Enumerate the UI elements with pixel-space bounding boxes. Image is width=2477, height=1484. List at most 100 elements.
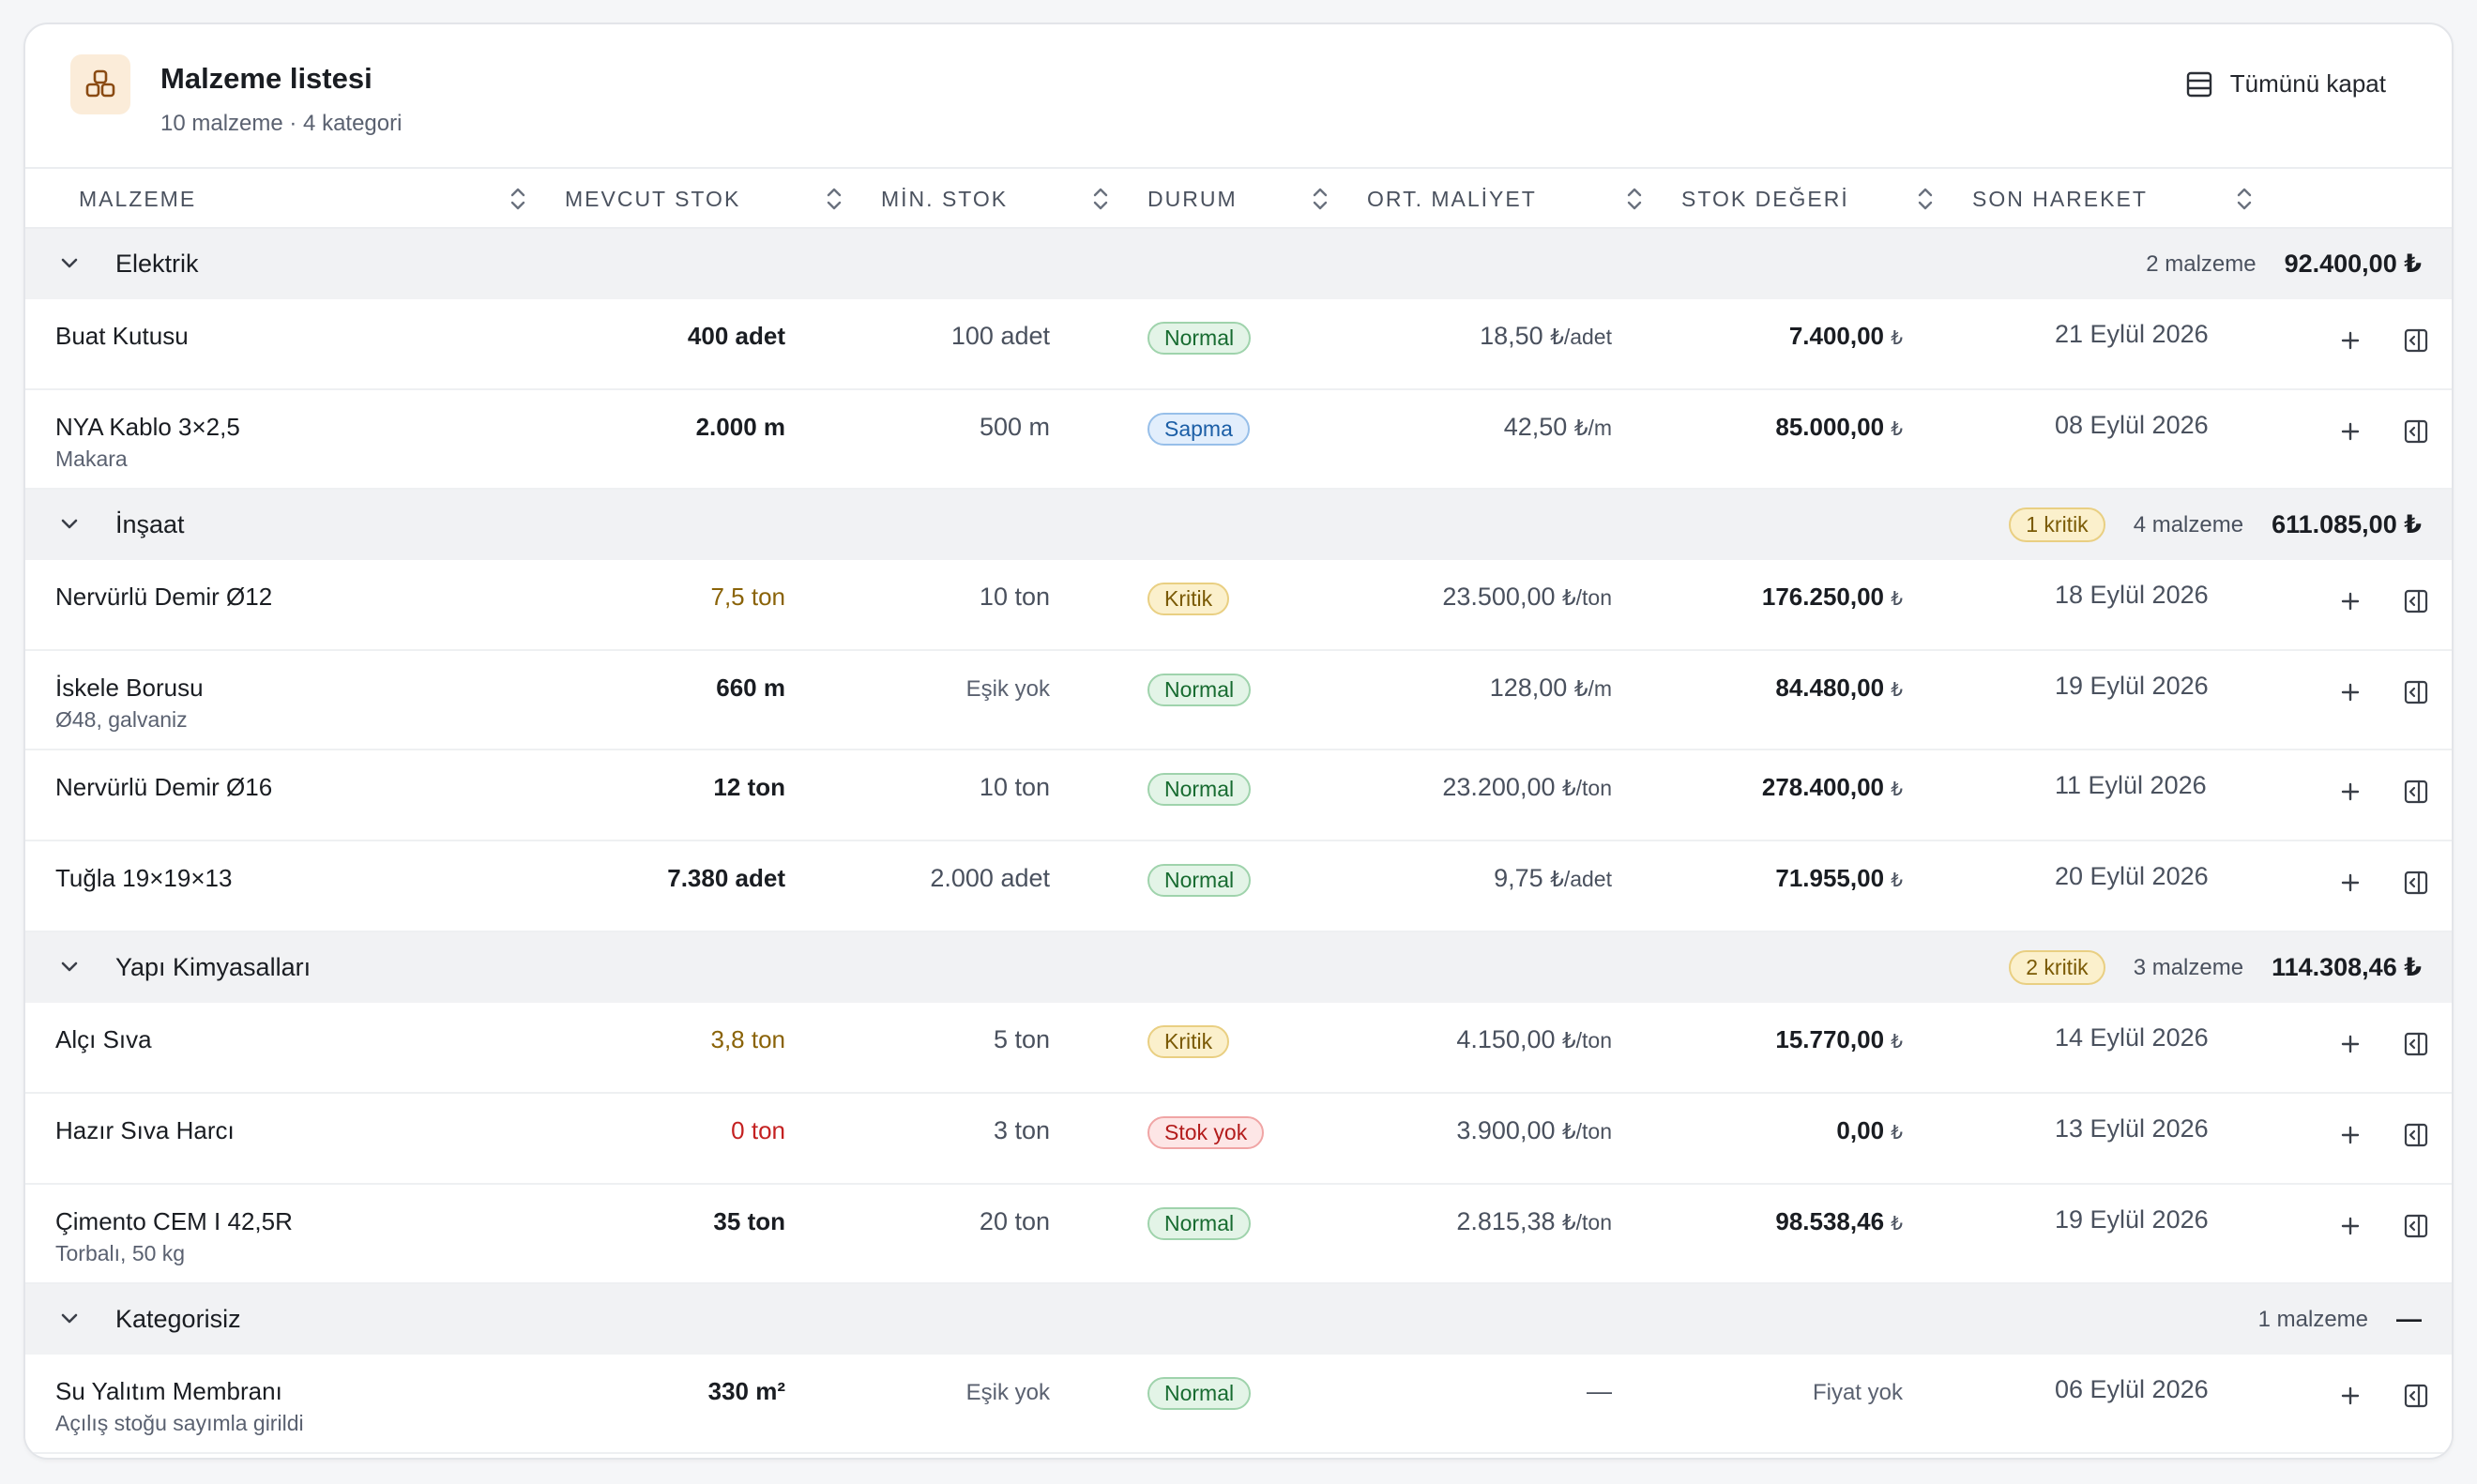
chevron-down-icon[interactable] [57, 955, 82, 986]
status-badge: Normal [1147, 864, 1252, 897]
status-cell: Kritik [1147, 583, 1230, 615]
material-note: Torbalı, 50 kg [55, 1241, 186, 1265]
min-stock: 2.000 adet [930, 864, 1050, 892]
open-detail-panel-icon[interactable] [2403, 679, 2429, 705]
open-detail-panel-icon[interactable] [2403, 588, 2429, 614]
sort-icon[interactable] [509, 186, 527, 212]
table-row[interactable]: Su Yalıtım Membranı Açılış stoğu sayımla … [25, 1355, 2452, 1454]
table-header: MALZEME MEVCUT STOK MİN. STOK DURUM ORT. MAL… [25, 169, 2452, 229]
stock-value: 278.400,00 ₺ [1762, 773, 1903, 802]
chevron-down-icon[interactable] [57, 1307, 82, 1338]
status-badge: Stok yok [1147, 1116, 1265, 1149]
table-row[interactable]: NYA Kablo 3×2,5 Makara 2.000 m 500 m Sapma 42… [25, 390, 2452, 490]
stock-value-amount: 15.770,00 [1775, 1025, 1885, 1053]
add-movement-plus-icon[interactable] [2337, 870, 2363, 896]
avg-cost: 4.150,00 ₺/ton [1456, 1025, 1612, 1054]
add-movement-plus-icon[interactable] [2337, 1122, 2363, 1148]
collapse-all-button[interactable]: Tümünü kapat [2185, 69, 2386, 98]
status-badge: Sapma [1147, 413, 1250, 446]
table-row[interactable]: Hazır Sıva Harcı 0 ton 3 ton Stok yok 3.900,… [25, 1094, 2452, 1185]
category-name: Kategorisiz [115, 1305, 241, 1333]
open-detail-panel-icon[interactable] [2403, 779, 2429, 805]
sort-icon[interactable] [1625, 186, 1644, 212]
column-header[interactable]: STOK DEĞERİ [1681, 186, 1849, 211]
material-name: Tuğla 19×19×13 [55, 864, 233, 892]
add-movement-plus-icon[interactable] [2337, 588, 2363, 614]
open-detail-panel-icon[interactable] [2403, 418, 2429, 445]
status-cell: Normal [1147, 773, 1252, 806]
material-list-card: Malzeme listesi 10 malzeme · 4 kategori … [23, 23, 2454, 1460]
add-movement-plus-icon[interactable] [2337, 1031, 2363, 1057]
category-name: Yapı Kimyasalları [115, 953, 312, 981]
current-stock: 330 m² [707, 1377, 785, 1405]
avg-cost-unit: ₺/m [1573, 676, 1612, 701]
min-stock: 10 ton [979, 583, 1050, 611]
table-row[interactable]: İskele Borusu Ø48, galvaniz 660 m Eşik yok N… [25, 651, 2452, 750]
add-movement-plus-icon[interactable] [2337, 418, 2363, 445]
category-summary: 2 kritik 3 malzeme 114.308,46 ₺ [2009, 932, 2422, 1003]
table-row[interactable]: Nervürlü Demir Ø12 7,5 ton 10 ton Kritik 23.… [25, 560, 2452, 651]
avg-cost-unit: ₺/adet [1550, 867, 1612, 891]
current-stock: 2.000 m [695, 413, 785, 441]
sort-icon[interactable] [1091, 186, 1110, 212]
status-cell: Stok yok [1147, 1116, 1265, 1149]
column-header[interactable]: MEVCUT STOK [565, 186, 741, 211]
open-detail-panel-icon[interactable] [2403, 1122, 2429, 1148]
column-header[interactable]: ORT. MALİYET [1367, 186, 1537, 211]
last-movement-date: 11 Eylül 2026 [2055, 771, 2207, 799]
avg-cost: — [1587, 1377, 1612, 1406]
sort-icon[interactable] [1311, 186, 1330, 212]
material-note: Ø48, galvaniz [55, 707, 188, 732]
category-item-count: 3 malzeme [2133, 954, 2244, 980]
sort-icon[interactable] [825, 186, 843, 212]
table-row[interactable]: Çimento CEM I 42,5R Torbalı, 50 kg 35 ton 2… [25, 1185, 2452, 1284]
category-summary: 1 malzeme — [2258, 1284, 2422, 1355]
current-stock: 12 ton [713, 773, 785, 801]
add-movement-plus-icon[interactable] [2337, 779, 2363, 805]
add-movement-plus-icon[interactable] [2337, 1213, 2363, 1239]
table-row[interactable]: Alçı Sıva 3,8 ton 5 ton Kritik 4.150,00 ₺/to… [25, 1003, 2452, 1094]
stock-value: 85.000,00 ₺ [1775, 413, 1903, 442]
add-movement-plus-icon[interactable] [2337, 679, 2363, 705]
add-movement-plus-icon[interactable] [2337, 327, 2363, 354]
currency-icon: ₺ [1891, 1123, 1903, 1143]
table-row[interactable]: Buat Kutusu 400 adet 100 adet Normal 18,50 ₺… [25, 299, 2452, 390]
column-header[interactable]: DURUM [1147, 186, 1238, 211]
current-stock: 7.380 adet [667, 864, 785, 892]
last-movement-date: 18 Eylül 2026 [2055, 581, 2209, 609]
status-badge: Normal [1147, 674, 1252, 706]
category-group-header[interactable]: Kategorisiz 1 malzeme — [25, 1284, 2452, 1355]
min-stock: 20 ton [979, 1207, 1050, 1235]
category-item-count: 4 malzeme [2133, 511, 2244, 538]
category-group-header[interactable]: Yapı Kimyasalları 2 kritik 3 malzeme 114.30… [25, 932, 2452, 1003]
sort-icon[interactable] [2235, 186, 2254, 212]
category-group-header[interactable]: Elektrik 2 malzeme 92.400,00 ₺ [25, 229, 2452, 299]
table-row[interactable]: Tuğla 19×19×13 7.380 adet 2.000 adet Normal… [25, 841, 2452, 932]
material-name: Alçı Sıva [55, 1025, 152, 1053]
open-detail-panel-icon[interactable] [2403, 1213, 2429, 1239]
column-header[interactable]: MİN. STOK [881, 186, 1009, 211]
column-header[interactable]: SON HAREKET [1972, 186, 2148, 211]
avg-cost-amount: 128,00 [1489, 674, 1568, 702]
critical-count-badge: 1 kritik [2009, 507, 2105, 542]
column-header[interactable]: MALZEME [79, 186, 197, 211]
category-name: İnşaat [115, 510, 185, 538]
current-stock: 0 ton [731, 1116, 785, 1144]
open-detail-panel-icon[interactable] [2403, 1031, 2429, 1057]
open-detail-panel-icon[interactable] [2403, 1383, 2429, 1409]
chevron-down-icon[interactable] [57, 512, 82, 543]
open-detail-panel-icon[interactable] [2403, 327, 2429, 354]
chevron-down-icon[interactable] [57, 251, 82, 282]
sort-icon[interactable] [1916, 186, 1935, 212]
min-stock: 100 adet [950, 322, 1050, 350]
add-movement-plus-icon[interactable] [2337, 1383, 2363, 1409]
category-group-header[interactable]: İnşaat 1 kritik 4 malzeme 611.085,00 ₺ [25, 490, 2452, 560]
current-stock: 660 m [716, 674, 785, 702]
stock-value: 176.250,00 ₺ [1762, 583, 1903, 612]
open-detail-panel-icon[interactable] [2403, 870, 2429, 896]
status-cell: Normal [1147, 1377, 1252, 1410]
avg-cost: 2.815,38 ₺/ton [1456, 1207, 1612, 1236]
min-stock: Eşik yok [965, 1380, 1050, 1405]
table-row[interactable]: Nervürlü Demir Ø16 12 ton 10 ton Normal 23.2… [25, 750, 2452, 841]
status-cell: Normal [1147, 674, 1252, 706]
